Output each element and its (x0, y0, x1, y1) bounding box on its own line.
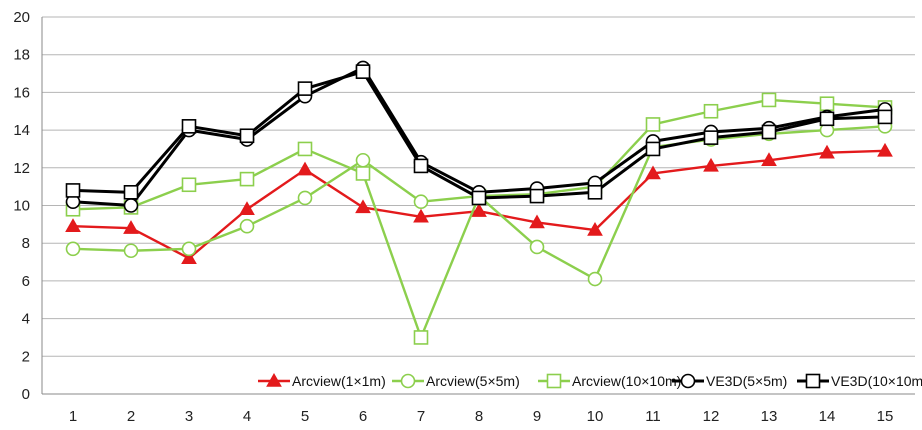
series-layer (65, 60, 893, 345)
x-tick-labels: 1 2 3 4 5 6 7 8 9 10 11 12 13 14 15 (69, 408, 894, 425)
series-1-point-4 (239, 218, 255, 234)
legend-label-2: Arcview(10×10m) (572, 373, 681, 389)
legend-label-3: VE3D(5×5m) (706, 373, 787, 389)
series-4-point-3 (181, 119, 197, 134)
x-tick-label-11: 11 (645, 408, 661, 425)
y-tick-labels: 0 2 4 6 8 10 12 14 16 18 20 (13, 9, 30, 403)
series-1-point-10 (587, 271, 603, 287)
series-1-point-9 (529, 239, 545, 255)
legend-swatch-marker-3 (680, 373, 696, 389)
legend-entry-0: Arcview(1×1m) (258, 372, 386, 389)
y-tick-label-8: 8 (22, 235, 30, 252)
x-tick-label-3: 3 (185, 408, 193, 425)
series-0-point-3 (181, 250, 197, 265)
series-4-point-7 (413, 158, 429, 174)
series-0-point-15 (877, 142, 893, 157)
x-tick-label-7: 7 (417, 408, 425, 425)
series-0-point-13 (761, 152, 777, 167)
legend-entry-1: Arcview(5×5m) (392, 373, 520, 389)
y-tick-label-4: 4 (22, 311, 30, 328)
series-0-point-2 (123, 220, 139, 234)
series-0-point-8 (471, 203, 487, 217)
series-2-point-4 (239, 171, 255, 187)
legend-entry-2: Arcview(10×10m) (538, 373, 681, 389)
series-4-point-6 (355, 64, 371, 79)
series-4-point-8 (471, 190, 487, 206)
x-tick-label-6: 6 (359, 408, 367, 425)
x-tick-label-2: 2 (127, 408, 135, 425)
series-2-point-7 (413, 330, 429, 345)
series-0-point-4 (239, 201, 255, 216)
series-1-point-7 (413, 194, 429, 210)
y-tick-label-6: 6 (22, 273, 30, 290)
series-4-point-9 (529, 188, 545, 204)
y-tick-label-2: 2 (22, 348, 30, 365)
legend: Arcview(1×1m) Arcview(5×5m) Arcview(10×10m… (258, 372, 922, 389)
series-4-point-13 (761, 124, 777, 140)
y-tick-label-20: 20 (13, 9, 30, 26)
legend-swatch-marker-1 (400, 373, 416, 389)
x-tick-label-9: 9 (533, 408, 541, 425)
series-0-point-6 (355, 199, 371, 214)
series-0-point-9 (529, 214, 545, 229)
series-1-point-5 (297, 190, 313, 206)
series-0-point-5 (297, 161, 313, 176)
series-0-point-1 (65, 218, 81, 232)
y-tick-label-18: 18 (13, 47, 30, 64)
series-2-point-12 (703, 103, 719, 119)
series-1-point-2 (123, 243, 139, 259)
series-4-point-2 (123, 185, 139, 200)
series-4-point-4 (239, 128, 255, 144)
series-0-point-11 (645, 165, 661, 180)
legend-label-1: Arcview(5×5m) (426, 373, 520, 389)
series-4-point-11 (645, 141, 661, 157)
legend-entry-3: VE3D(5×5m) (672, 373, 787, 389)
series-4-point-12 (703, 130, 719, 145)
series-0-point-12 (703, 157, 719, 172)
series-3-point-2 (123, 198, 139, 213)
x-tick-label-1: 1 (69, 408, 77, 425)
legend-swatch-marker-2 (546, 373, 562, 389)
series-1-point-6 (355, 152, 371, 168)
x-tick-label-10: 10 (587, 408, 604, 425)
legend-label-4: VE3D(10×10m) (831, 373, 922, 389)
legend-label-0: Arcview(1×1m) (292, 373, 386, 389)
legend-swatch-marker-4 (805, 373, 821, 389)
x-tick-label-4: 4 (243, 408, 251, 425)
series-4 (65, 64, 893, 206)
legend-swatch-marker-0 (266, 372, 282, 387)
legend-entry-4: VE3D(10×10m) (797, 373, 922, 389)
series-2-point-3 (181, 177, 197, 193)
y-tick-label-10: 10 (13, 198, 30, 215)
series-0-point-7 (413, 208, 429, 223)
x-tick-label-14: 14 (819, 408, 836, 425)
y-tick-label-0: 0 (22, 386, 30, 403)
y-tick-label-12: 12 (13, 160, 30, 177)
series-4-point-14 (819, 111, 835, 127)
series-0-point-10 (587, 221, 603, 236)
series-2-point-6 (355, 166, 371, 181)
x-tick-label-12: 12 (703, 408, 720, 425)
series-4-point-10 (587, 185, 603, 200)
axes (41, 17, 915, 395)
series-1-point-1 (65, 241, 81, 257)
x-tick-label-8: 8 (475, 408, 483, 425)
x-tick-label-15: 15 (877, 408, 894, 425)
series-2-point-13 (761, 92, 777, 108)
series-4-point-1 (65, 183, 81, 198)
y-tick-label-16: 16 (13, 84, 30, 101)
series-2-point-14 (819, 96, 835, 112)
series-1-point-3 (181, 241, 197, 257)
x-tick-label-13: 13 (761, 408, 778, 425)
series-4-point-5 (297, 81, 313, 96)
y-tick-label-14: 14 (13, 122, 30, 139)
x-tick-label-5: 5 (301, 408, 309, 425)
series-2-point-5 (297, 141, 313, 157)
series-0-point-14 (819, 144, 835, 159)
series-2-point-11 (645, 117, 661, 132)
series-4-point-15 (877, 109, 893, 125)
